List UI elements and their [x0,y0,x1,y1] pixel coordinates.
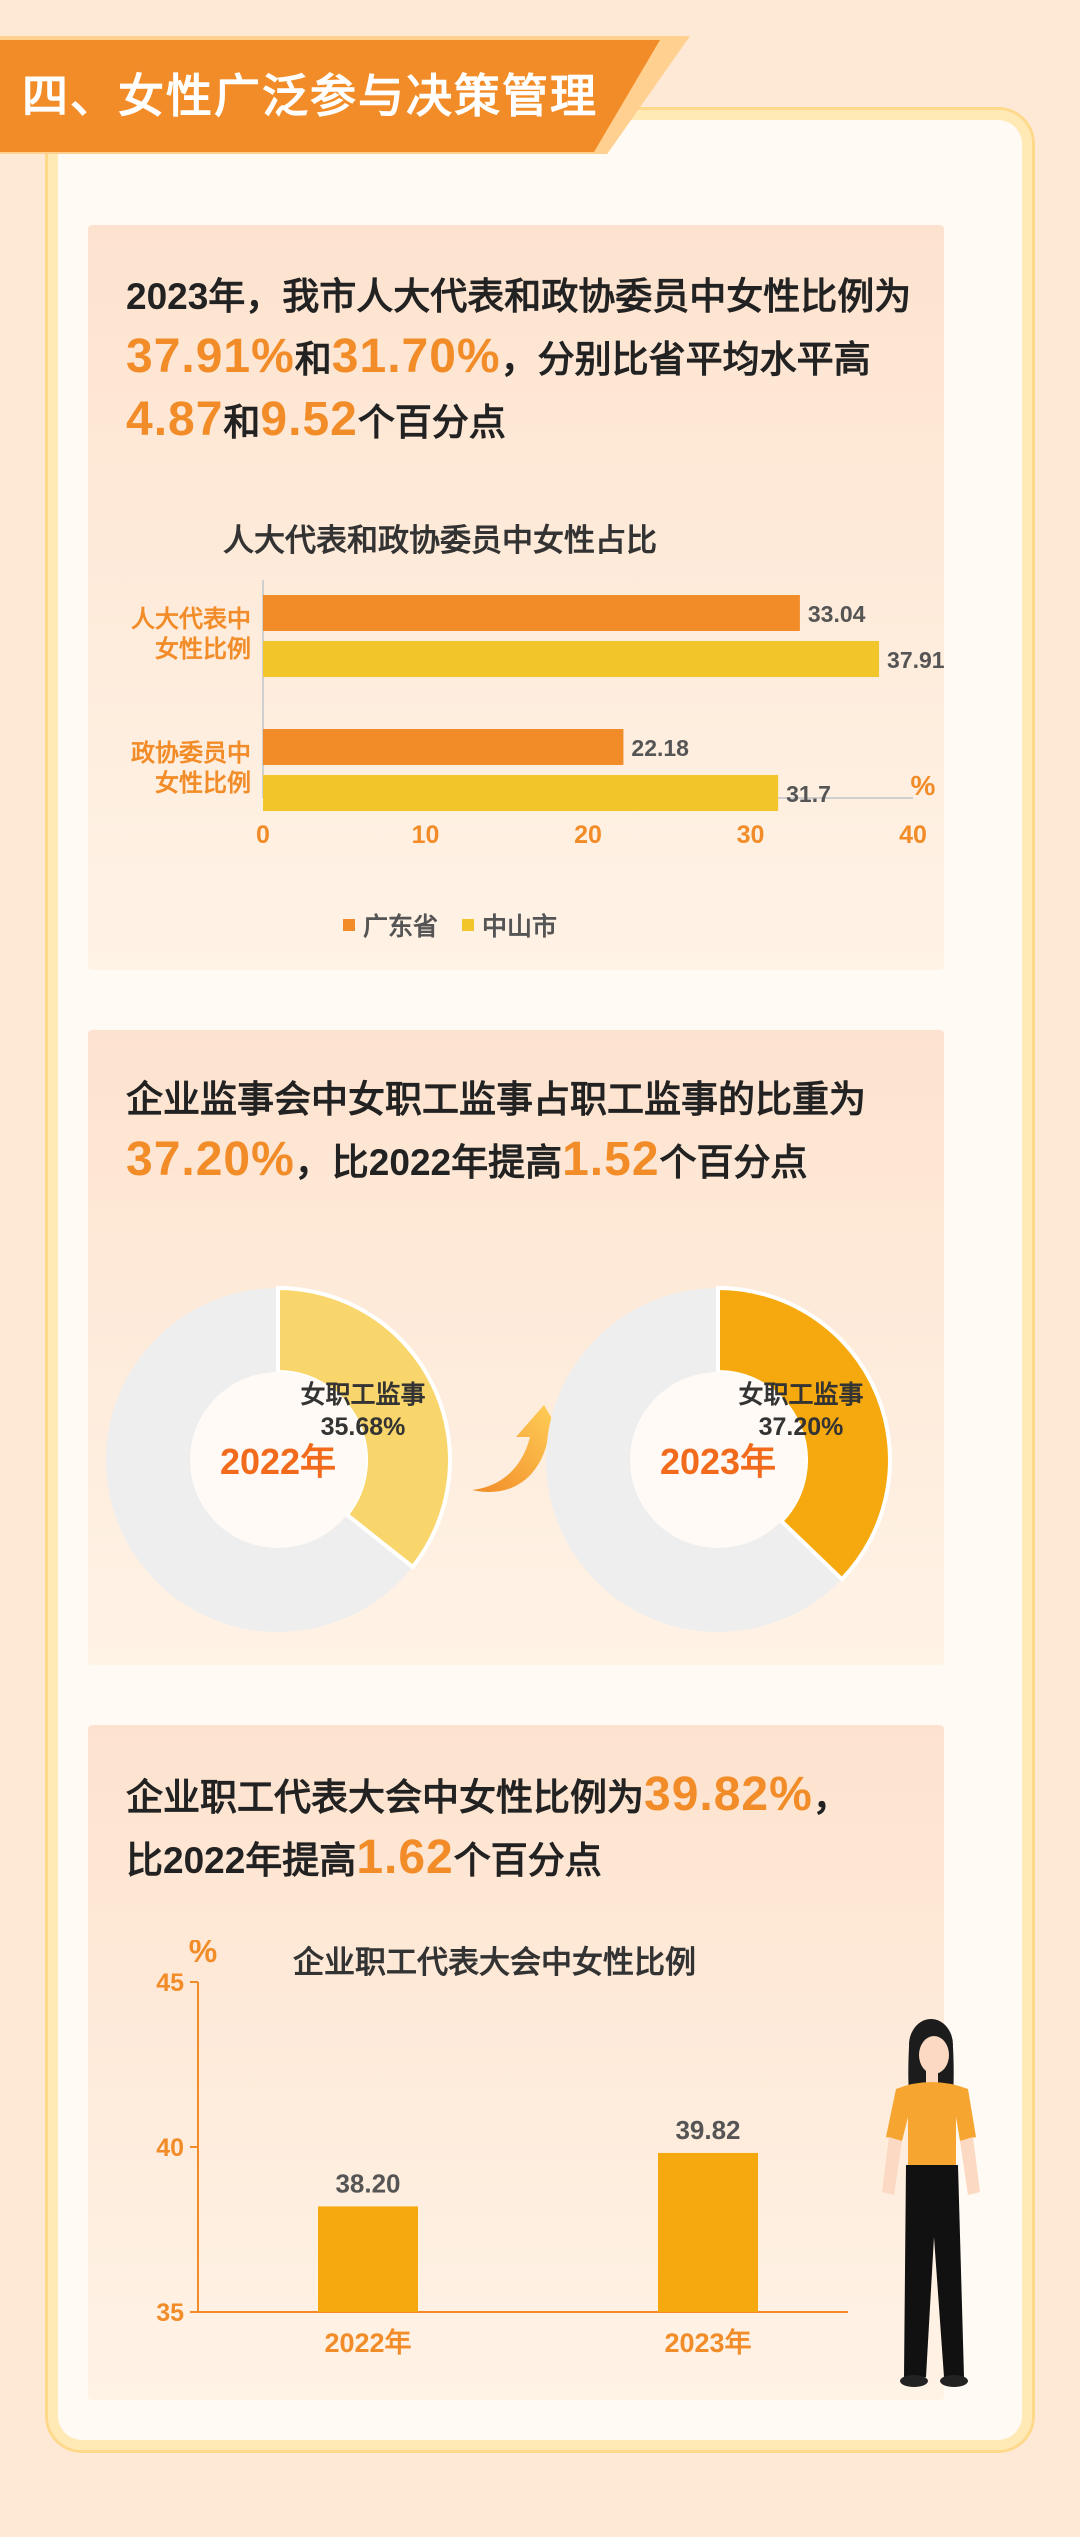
hbar-value-label: 31.7 [786,781,831,807]
donut-value-label: 37.20% [759,1413,844,1441]
p1-value-2: 31.70% [331,330,501,383]
card3-paragraph: 企业职工代表大会中女性比例为39.82%， 比2022年提高1.62个百分点 [126,1765,926,1891]
card1-paragraph: 2023年，我市人大代表和政协委员中女性比例为 37.91%和31.70%，分别… [126,267,926,453]
hbar-value-label: 22.18 [631,735,689,761]
card-supervisors: 企业监事会中女职工监事占职工监事的比重为 37.20%，比2022年提高1.52… [88,1030,944,1665]
hbar-category-label: 女性比例 [155,769,251,797]
p3-value-1: 39.82% [644,1768,813,1821]
p3-value-2: 1.62 [356,1831,454,1884]
legend-swatch-province [343,919,355,931]
legend-label-province: 广东省 [363,913,439,941]
card-representatives: 2023年，我市人大代表和政协委员中女性比例为 37.91%和31.70%，分别… [88,225,944,970]
vbar-value-label: 39.82 [675,2115,740,2145]
card2-paragraph: 企业监事会中女职工监事占职工监事的比重为 37.20%，比2022年提高1.52… [126,1070,926,1193]
vbar-category-label: 2022年 [324,2327,411,2358]
hbar-tick-label: 10 [412,821,440,849]
p3-text-a: 企业职工代表大会中女性比例为 [126,1777,644,1818]
hbar-tick-label: 20 [574,821,602,849]
donut-2023: 2023年 女职工监事 37.20% [546,1285,892,1632]
vbar-bar [318,2206,418,2312]
p2-value-2: 1.52 [562,1133,660,1186]
section-title: 四、女性广泛参与决策管理 [22,70,598,122]
donut-value-label: 35.68% [321,1413,406,1441]
donut-hole [630,1372,806,1548]
legend-label-city: 中山市 [482,913,558,941]
chart1-legend: 广东省 中山市 [343,907,557,943]
hbar-bar [263,775,779,811]
p3-text-b: ， [812,1777,850,1818]
vbar-value-label: 38.20 [335,2168,400,2198]
p1-value-4: 9.52 [260,393,358,446]
growth-arrow-icon [472,1405,564,1493]
p1-value-1: 37.91% [126,330,295,383]
p2-value-1: 37.20% [126,1133,295,1186]
donut-center-label: 2023年 [660,1441,776,1482]
section-header [0,40,660,152]
hbar-bar [263,641,880,677]
legend-swatch-city [462,919,475,931]
hbar-value-label: 33.04 [808,601,866,627]
hbar-bar [263,729,624,765]
chart3-title: 企业职工代表大会中女性比例 [293,1945,696,1980]
chart1-title: 人大代表和政协委员中女性占比 [223,523,657,558]
hbar-tick-label: 40 [899,821,927,849]
legend-item-city: 中山市 [462,907,557,943]
p3-text-c: 比2022年提高 [126,1840,357,1881]
hbar-tick-label: 0 [256,821,270,849]
donut-hole [190,1372,366,1548]
hbar-category-label: 女性比例 [155,635,251,663]
p1-text-b: 和 [294,339,332,380]
p3-text-d: 个百分点 [453,1840,602,1881]
hbar-unit-label: % [911,770,936,801]
p1-text-a: 2023年，我市人大代表和政协委员中女性比例为 [126,276,912,317]
hbar-tick-label: 30 [737,821,765,849]
donut-center-label: 2022年 [220,1441,336,1482]
vbar-tick-label: 40 [156,2134,184,2162]
legend-item-province: 广东省 [343,907,438,943]
p2-text-b: ，比2022年提高 [294,1142,563,1183]
vbar-chart: 35 40 45% 38.20 2022年 39.82 2023年 [156,1940,848,2358]
p1-text-c: ，分别比省平均水平高 [500,339,871,380]
p2-text-c: 个百分点 [659,1142,808,1183]
woman-illustration [882,2019,980,2387]
vbar-tick-label: 45 [156,1969,184,1997]
vbar-tick-label: 35 [156,2299,184,2327]
p1-text-e: 个百分点 [357,402,506,443]
card-workers-congress: 企业职工代表大会中女性比例为39.82%， 比2022年提高1.62个百分点 企… [88,1725,980,2400]
hbar-bar [263,595,800,631]
donut-segment-label: 女职工监事 [300,1380,425,1409]
p1-value-3: 4.87 [126,393,224,446]
donut-2022: 2022年 女职工监事 35.68% [106,1285,452,1632]
hbar-category-label: 政协委员中 [131,740,251,767]
vbar-bar [658,2152,758,2312]
donut-segment-label: 女职工监事 [738,1380,863,1409]
p2-text-a: 企业监事会中女职工监事占职工监事的比重为 [126,1079,866,1120]
p1-text-d: 和 [223,402,261,443]
vbar-category-label: 2023年 [664,2327,751,2358]
hbar-value-label: 37.91 [887,647,944,673]
vbar-unit-label: % [189,1940,217,1969]
hbar-category-label: 人大代表中 [131,606,251,633]
